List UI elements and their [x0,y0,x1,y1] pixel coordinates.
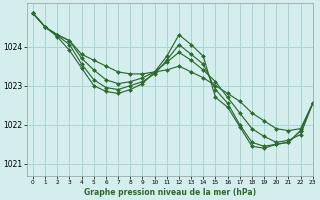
X-axis label: Graphe pression niveau de la mer (hPa): Graphe pression niveau de la mer (hPa) [84,188,256,197]
